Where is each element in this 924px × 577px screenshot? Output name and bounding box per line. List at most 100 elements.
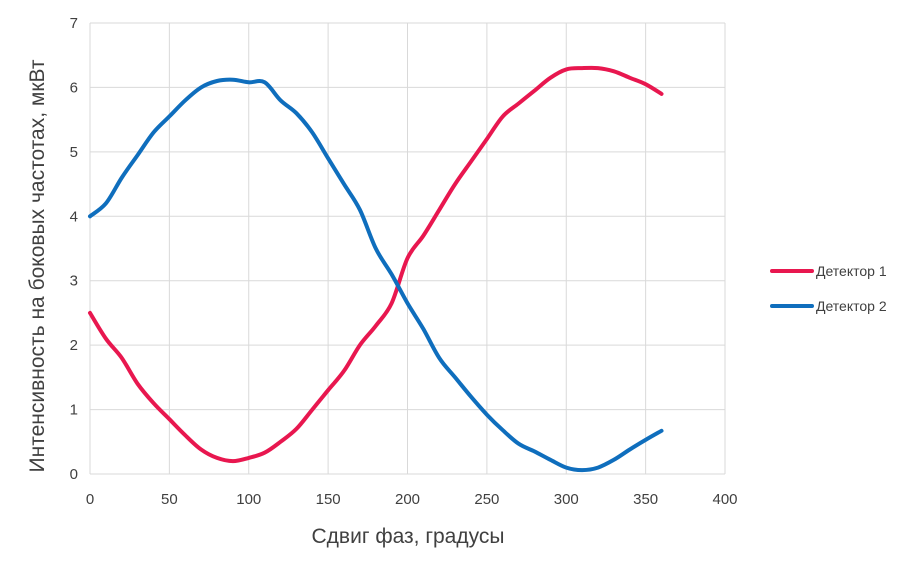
data-point-detector-1 xyxy=(628,76,632,80)
y-tick-label: 7 xyxy=(70,15,78,32)
data-point-detector-2 xyxy=(294,111,298,115)
data-point-detector-2 xyxy=(167,114,171,118)
y-tick-label: 0 xyxy=(70,466,78,483)
data-point-detector-2 xyxy=(263,80,267,84)
data-point-detector-2 xyxy=(183,98,187,102)
legend-item-detector-1: Детектор 1 xyxy=(770,263,887,279)
series-line-detector-1 xyxy=(88,65,664,464)
x-tick-label: 0 xyxy=(86,491,94,508)
data-point-detector-1 xyxy=(596,66,600,70)
data-point-detector-2 xyxy=(548,458,552,462)
data-point-detector-1 xyxy=(199,448,203,452)
data-point-detector-1 xyxy=(263,451,267,455)
data-point-detector-1 xyxy=(279,440,283,444)
y-tick-label: 4 xyxy=(70,208,78,225)
data-point-detector-1 xyxy=(533,89,537,93)
data-point-detector-1 xyxy=(406,256,410,260)
data-point-detector-1 xyxy=(167,417,171,421)
y-tick-label: 1 xyxy=(70,402,78,419)
data-point-detector-1 xyxy=(120,356,124,360)
x-tick-label: 200 xyxy=(395,491,420,508)
data-point-detector-1 xyxy=(501,114,505,118)
series-lines xyxy=(88,65,664,473)
data-point-detector-1 xyxy=(548,76,552,80)
data-point-detector-1 xyxy=(342,369,346,373)
legend-label-detector-1: Детектор 1 xyxy=(816,263,887,279)
data-point-detector-1 xyxy=(644,82,648,86)
data-point-detector-2 xyxy=(279,98,283,102)
data-point-detector-2 xyxy=(596,466,600,470)
x-axis-ticks: 0 50 100 150 200 250 300 350 400 xyxy=(86,491,738,508)
legend: Детектор 1 Детектор 2 xyxy=(770,263,887,314)
data-point-detector-1 xyxy=(247,456,251,460)
data-point-detector-1 xyxy=(421,234,425,238)
x-axis-title: Сдвиг фаз, градусы xyxy=(312,525,505,548)
data-point-detector-1 xyxy=(358,343,362,347)
data-point-detector-1 xyxy=(326,388,330,392)
data-point-detector-2 xyxy=(326,156,330,160)
data-point-detector-1 xyxy=(88,311,92,315)
data-point-detector-2 xyxy=(136,153,140,157)
data-point-detector-1 xyxy=(564,67,568,71)
data-point-detector-2 xyxy=(406,301,410,305)
data-point-detector-2 xyxy=(88,214,92,218)
x-tick-label: 250 xyxy=(474,491,499,508)
data-point-detector-2 xyxy=(342,182,346,186)
data-point-detector-1 xyxy=(310,408,314,412)
data-point-detector-1 xyxy=(231,459,235,463)
data-point-detector-2 xyxy=(247,80,251,84)
data-point-detector-1 xyxy=(453,182,457,186)
y-tick-label: 2 xyxy=(70,337,78,354)
data-point-detector-2 xyxy=(644,438,648,442)
gridlines xyxy=(89,22,726,475)
data-point-detector-1 xyxy=(485,137,489,141)
legend-label-detector-2: Детектор 2 xyxy=(816,298,887,314)
data-point-detector-2 xyxy=(660,429,664,433)
data-point-detector-2 xyxy=(421,327,425,331)
x-tick-label: 100 xyxy=(236,491,261,508)
data-point-detector-2 xyxy=(390,272,394,276)
data-point-detector-1 xyxy=(152,401,156,405)
data-point-detector-1 xyxy=(660,92,664,96)
data-point-detector-2 xyxy=(374,247,378,251)
data-point-detector-1 xyxy=(517,102,521,106)
data-point-detector-2 xyxy=(215,79,219,83)
data-point-detector-1 xyxy=(469,160,473,164)
x-tick-label: 300 xyxy=(554,491,579,508)
data-point-detector-1 xyxy=(437,208,441,212)
data-point-detector-1 xyxy=(136,382,140,386)
data-point-detector-1 xyxy=(612,69,616,73)
y-tick-label: 6 xyxy=(70,79,78,96)
data-point-detector-2 xyxy=(358,208,362,212)
data-point-detector-2 xyxy=(564,466,568,470)
y-tick-label: 3 xyxy=(70,273,78,290)
data-point-detector-2 xyxy=(612,458,616,462)
data-point-detector-2 xyxy=(628,448,632,452)
x-tick-label: 150 xyxy=(316,491,341,508)
data-point-detector-1 xyxy=(215,456,219,460)
y-tick-label: 5 xyxy=(70,144,78,161)
x-tick-label: 350 xyxy=(633,491,658,508)
data-point-detector-1 xyxy=(104,337,108,341)
data-point-detector-1 xyxy=(374,324,378,328)
series-line-detector-2 xyxy=(88,77,664,473)
data-point-detector-2 xyxy=(580,468,584,472)
data-point-detector-1 xyxy=(294,427,298,431)
data-point-detector-2 xyxy=(501,428,505,432)
data-point-detector-2 xyxy=(533,449,537,453)
legend-item-detector-2: Детектор 2 xyxy=(770,298,887,314)
data-point-detector-2 xyxy=(231,78,235,82)
data-point-detector-2 xyxy=(152,131,156,135)
data-point-detector-1 xyxy=(580,66,584,70)
y-axis-ticks: 0 1 2 3 4 5 6 7 xyxy=(70,15,78,483)
data-point-detector-1 xyxy=(183,433,187,437)
x-tick-label: 50 xyxy=(161,491,178,508)
data-point-detector-2 xyxy=(517,442,521,446)
data-point-detector-1 xyxy=(390,301,394,305)
data-point-detector-2 xyxy=(310,131,314,135)
data-point-detector-2 xyxy=(453,375,457,379)
data-point-detector-2 xyxy=(120,176,124,180)
y-axis-title: Интенсивность на боковых частотах, мкВт xyxy=(26,59,49,472)
data-point-detector-2 xyxy=(104,201,108,205)
